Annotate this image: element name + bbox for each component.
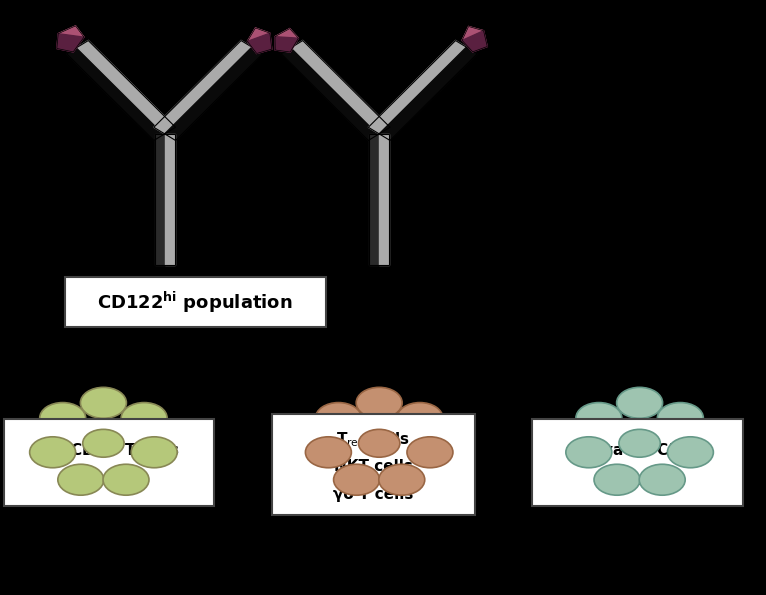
Text: NKT cells: NKT cells	[334, 459, 413, 474]
Ellipse shape	[83, 430, 124, 457]
Ellipse shape	[576, 403, 622, 434]
Ellipse shape	[131, 437, 177, 468]
Text: MP CD8$^+$ T cells: MP CD8$^+$ T cells	[39, 442, 179, 459]
Text: T$_{\rm reg}$ cells: T$_{\rm reg}$ cells	[336, 430, 411, 450]
Polygon shape	[462, 27, 487, 52]
FancyBboxPatch shape	[65, 277, 326, 327]
Polygon shape	[275, 29, 299, 38]
Polygon shape	[462, 31, 487, 52]
Polygon shape	[165, 47, 263, 140]
Ellipse shape	[316, 403, 362, 434]
Ellipse shape	[657, 403, 703, 434]
Polygon shape	[379, 134, 389, 265]
Polygon shape	[275, 37, 299, 52]
Ellipse shape	[379, 464, 425, 495]
FancyBboxPatch shape	[4, 419, 214, 506]
Polygon shape	[247, 33, 272, 54]
Ellipse shape	[397, 403, 443, 434]
FancyBboxPatch shape	[532, 419, 743, 506]
Text: γδ T cells: γδ T cells	[333, 487, 414, 502]
Ellipse shape	[40, 403, 86, 434]
Polygon shape	[275, 29, 299, 52]
Polygon shape	[57, 34, 84, 52]
Ellipse shape	[566, 437, 612, 468]
Ellipse shape	[80, 387, 126, 418]
Polygon shape	[77, 40, 175, 134]
Ellipse shape	[407, 437, 453, 468]
Text: T cells: T cells	[611, 473, 665, 488]
Polygon shape	[67, 47, 165, 140]
Ellipse shape	[594, 464, 640, 495]
Ellipse shape	[640, 464, 686, 495]
Text: NK cells: NK cells	[75, 473, 143, 488]
Ellipse shape	[619, 430, 660, 457]
Polygon shape	[155, 134, 165, 265]
Ellipse shape	[103, 464, 149, 495]
Polygon shape	[368, 40, 466, 134]
Polygon shape	[247, 28, 270, 42]
Polygon shape	[292, 40, 390, 134]
Polygon shape	[462, 27, 483, 40]
Polygon shape	[369, 134, 379, 265]
Polygon shape	[247, 28, 272, 54]
Ellipse shape	[306, 437, 352, 468]
Polygon shape	[58, 26, 84, 37]
FancyBboxPatch shape	[272, 414, 475, 515]
Ellipse shape	[358, 430, 400, 457]
Text: CD122$^{\mathbf{hi}}$ population: CD122$^{\mathbf{hi}}$ population	[97, 289, 293, 315]
Ellipse shape	[333, 464, 379, 495]
Polygon shape	[57, 26, 84, 52]
Ellipse shape	[617, 387, 663, 418]
Ellipse shape	[356, 387, 402, 418]
Polygon shape	[379, 47, 477, 140]
Ellipse shape	[57, 464, 103, 495]
Ellipse shape	[121, 403, 167, 434]
Text: activated CD8$^+$: activated CD8$^+$	[571, 442, 704, 459]
Ellipse shape	[30, 437, 76, 468]
Polygon shape	[281, 47, 379, 140]
Polygon shape	[154, 40, 252, 134]
Ellipse shape	[667, 437, 713, 468]
Polygon shape	[165, 134, 175, 265]
